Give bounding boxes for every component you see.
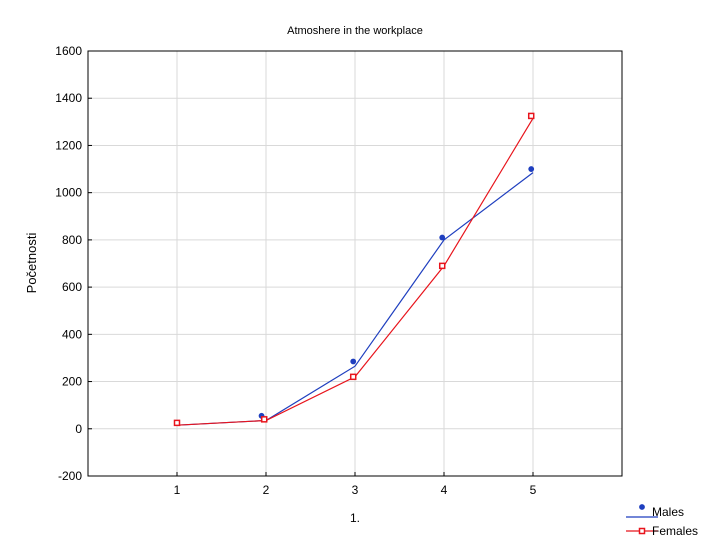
x-tick-label: 4: [441, 483, 448, 497]
data-point-males: [439, 234, 446, 241]
y-tick-label: 1600: [55, 44, 82, 58]
data-point-males: [528, 166, 535, 172]
y-tick-label: 200: [62, 375, 82, 389]
y-tick-label: 1000: [55, 186, 82, 200]
chart-title: Atmoshere in the workplace: [287, 25, 423, 37]
data-point-females: [349, 373, 357, 381]
series-females: [173, 112, 535, 427]
y-tick-label: 800: [62, 233, 82, 247]
x-tick-label: 3: [352, 483, 359, 497]
x-tick-label: 5: [530, 483, 537, 497]
y-tick-label: 0: [75, 422, 82, 436]
x-tick-label: 1: [174, 483, 181, 497]
legend-item-males: Males: [626, 504, 684, 519]
data-point-females: [527, 112, 535, 120]
data-point-females: [173, 419, 181, 427]
y-tick-label: -200: [58, 469, 82, 483]
axes: 1 2 3 4 5 -200 0 200 400 600 800 1000 1200 1400 1600: [55, 44, 536, 497]
y-tick-label: 600: [62, 280, 82, 294]
y-axis-label: Početnosti: [24, 233, 39, 294]
data-point-females: [260, 416, 268, 423]
legend-marker: [639, 504, 645, 510]
y-tick-label: 400: [62, 327, 82, 341]
series-layer: [173, 112, 535, 427]
grid: [88, 51, 622, 476]
y-tick-label: 1400: [55, 91, 82, 105]
y-tick-label: 1200: [55, 138, 82, 152]
x-tick-label: 2: [263, 483, 270, 497]
legend-label: Females: [652, 524, 698, 538]
legend: Males Females: [626, 504, 698, 538]
legend-item-females: Females: [626, 524, 698, 538]
legend-label: Males: [652, 505, 684, 519]
data-point-females: [438, 262, 446, 270]
legend-marker: [638, 527, 646, 535]
x-axis-label: 1.: [350, 511, 360, 525]
data-point-males: [350, 358, 357, 365]
